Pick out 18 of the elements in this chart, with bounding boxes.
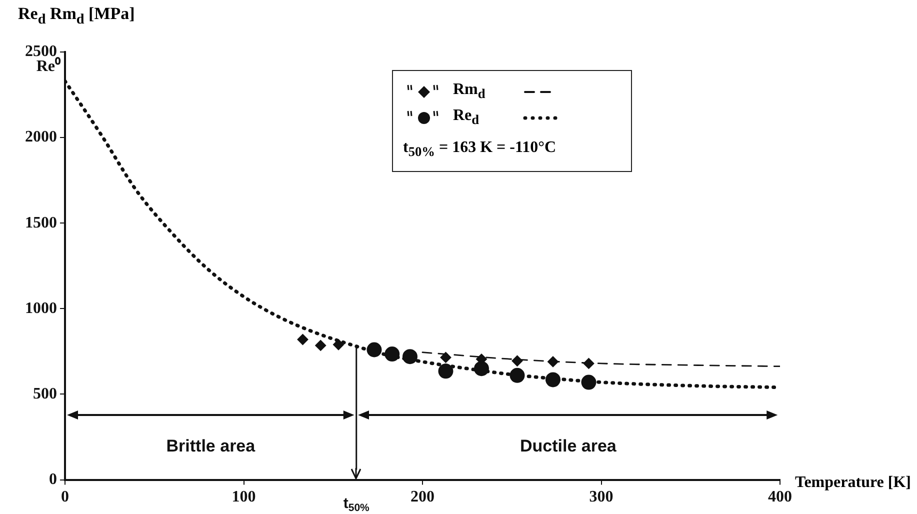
x-tick-label: 400 bbox=[768, 488, 792, 506]
x-tick-label: 0 bbox=[61, 488, 69, 506]
x-tick-label: 300 bbox=[589, 488, 614, 506]
annotation: Ductile area bbox=[520, 436, 617, 456]
legend-label: Rm$_{d}$ bbox=[453, 81, 486, 103]
y-tick-label: 0 bbox=[49, 470, 57, 488]
y-tick-label: 1500 bbox=[25, 214, 57, 232]
y-tick-label: 2000 bbox=[25, 128, 57, 146]
x-axis-title: Temperature [K] bbox=[795, 474, 911, 492]
annotation: t$_{50%}$ = 163 K = -110°C bbox=[403, 139, 558, 162]
annotation: Re⁰ bbox=[36, 57, 61, 76]
x-tick-label: 200 bbox=[410, 488, 434, 506]
annotation: Brittle area bbox=[166, 436, 256, 456]
y-axis-title: Re$_{d}$ Rm$_{d}$ [MPa] bbox=[18, 4, 135, 28]
legend-label: Re$_{d}$ bbox=[453, 107, 480, 129]
x-tick-label: 100 bbox=[232, 488, 256, 506]
y-tick-label: 1000 bbox=[25, 300, 57, 317]
y-tick-label: 500 bbox=[33, 385, 57, 402]
